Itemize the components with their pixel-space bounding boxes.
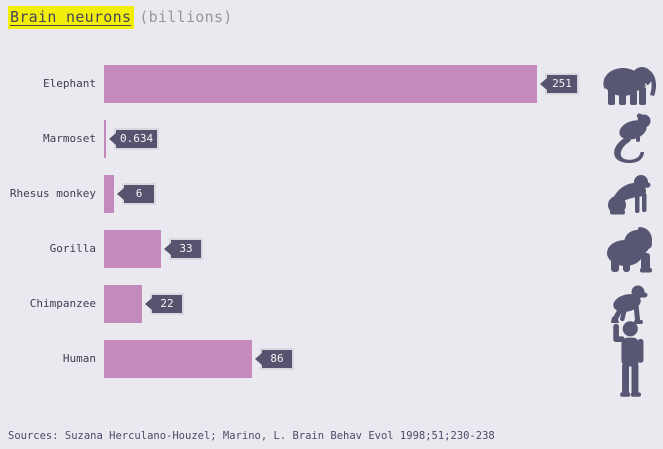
bar-elephant (104, 64, 537, 103)
value-badge: 0.634 (109, 127, 160, 150)
badge-arrow-icon (109, 132, 116, 145)
bar-human (104, 339, 252, 378)
bar-gorilla (104, 229, 161, 268)
bar-chimpanzee (104, 284, 142, 323)
bar-track: 33 (104, 229, 597, 268)
elephant-icon (598, 61, 660, 107)
value-label: 33 (169, 237, 203, 260)
rhesus-monkey-icon (607, 173, 651, 215)
badge-arrow-icon (117, 187, 124, 200)
value-badge: 251 (540, 72, 579, 95)
bar-track: 22 (104, 284, 597, 323)
bar-track: 0.634 (104, 119, 597, 158)
marmoset-icon (606, 112, 652, 165)
value-label: 6 (122, 182, 156, 205)
category-label: Rhesus monkey (9, 187, 96, 200)
source-note: Sources: Suzana Herculano-Houzel; Marino… (8, 430, 495, 442)
gorilla-icon (603, 225, 655, 273)
value-badge: 6 (117, 182, 156, 205)
category-label: Gorilla (49, 242, 96, 255)
bar-marmoset (104, 119, 106, 158)
value-label: 86 (260, 347, 294, 370)
bar-track: 6 (104, 174, 597, 213)
human-icon (610, 320, 648, 398)
chart-row-chimpanzee: Chimpanzee 22 (0, 276, 597, 331)
page-title: Brain neurons (billions) (8, 6, 233, 29)
bar-track: 86 (104, 339, 597, 378)
chart-row-rhesus-monkey: Rhesus monkey 6 (0, 166, 597, 221)
badge-arrow-icon (145, 297, 152, 310)
bar-rhesus-monkey (104, 174, 114, 213)
category-label: Marmoset (43, 132, 96, 145)
bar-chart: Elephant 251 Marmoset 0.634 Rhesus monke… (0, 56, 597, 386)
category-label: Chimpanzee (29, 297, 96, 310)
title-unit: (billions) (139, 8, 233, 26)
value-badge: 86 (255, 347, 294, 370)
badge-arrow-icon (164, 242, 171, 255)
category-label: Human (62, 352, 96, 365)
chart-row-human: Human 86 (0, 331, 597, 386)
title-highlighted-text: Brain neurons (8, 6, 135, 29)
chimpanzee-icon (607, 283, 651, 325)
chart-row-elephant: Elephant 251 (0, 56, 597, 111)
chart-row-gorilla: Gorilla 33 (0, 221, 597, 276)
chart-row-marmoset: Marmoset 0.634 (0, 111, 597, 166)
category-label: Elephant (43, 77, 96, 90)
value-label: 22 (150, 292, 184, 315)
badge-arrow-icon (255, 352, 262, 365)
value-badge: 33 (164, 237, 203, 260)
badge-arrow-icon (540, 77, 547, 90)
value-label: 0.634 (114, 127, 160, 150)
value-badge: 22 (145, 292, 184, 315)
bar-track: 251 (104, 64, 597, 103)
value-label: 251 (545, 72, 579, 95)
